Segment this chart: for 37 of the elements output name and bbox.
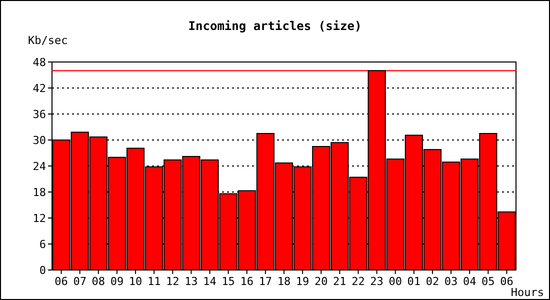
chart-title: Incoming articles (size) bbox=[188, 19, 362, 33]
x-tick-label: 01 bbox=[407, 275, 421, 288]
x-tick-label: 22 bbox=[352, 275, 365, 288]
y-tick-label: 36 bbox=[32, 108, 46, 121]
x-tick-label: 08 bbox=[92, 275, 106, 288]
x-tick-label: 04 bbox=[462, 275, 477, 288]
x-tick-label: 23 bbox=[370, 275, 384, 288]
x-tick-label: 00 bbox=[388, 275, 402, 288]
x-tick-label: 02 bbox=[426, 275, 440, 288]
y-tick-label: 0 bbox=[39, 264, 46, 277]
y-tick-label: 24 bbox=[32, 160, 46, 173]
x-tick-label: 20 bbox=[314, 275, 328, 288]
x-tick-label: 12 bbox=[166, 275, 180, 288]
x-tick-label: 17 bbox=[258, 275, 272, 288]
y-tick-label: 42 bbox=[32, 82, 46, 95]
x-tick-label: 07 bbox=[73, 275, 86, 288]
x-tick-label: 09 bbox=[110, 275, 124, 288]
x-tick-label: 06 bbox=[500, 275, 514, 288]
x-tick-label: 06 bbox=[54, 275, 68, 288]
y-tick-label: 18 bbox=[32, 186, 46, 199]
x-tick-label: 03 bbox=[444, 275, 458, 288]
x-tick-label: 15 bbox=[222, 275, 235, 288]
y-tick-label: 48 bbox=[32, 56, 46, 69]
x-tick-label: 13 bbox=[184, 275, 198, 288]
x-tick-label: 19 bbox=[296, 275, 310, 288]
y-axis-title: Kb/sec bbox=[28, 34, 68, 47]
x-axis-title: Hours bbox=[510, 286, 544, 299]
y-tick-label: 30 bbox=[32, 134, 46, 147]
x-tick-label: 16 bbox=[240, 275, 254, 288]
x-tick-label: 11 bbox=[147, 275, 161, 288]
y-tick-label: 12 bbox=[32, 212, 46, 225]
x-tick-label: 18 bbox=[277, 275, 291, 288]
x-tick-label: 14 bbox=[203, 275, 217, 288]
x-tick-label: 05 bbox=[482, 275, 495, 288]
x-tick-label: 21 bbox=[333, 275, 346, 288]
x-tick-label: 10 bbox=[128, 275, 142, 288]
y-tick-label: 6 bbox=[39, 238, 46, 251]
